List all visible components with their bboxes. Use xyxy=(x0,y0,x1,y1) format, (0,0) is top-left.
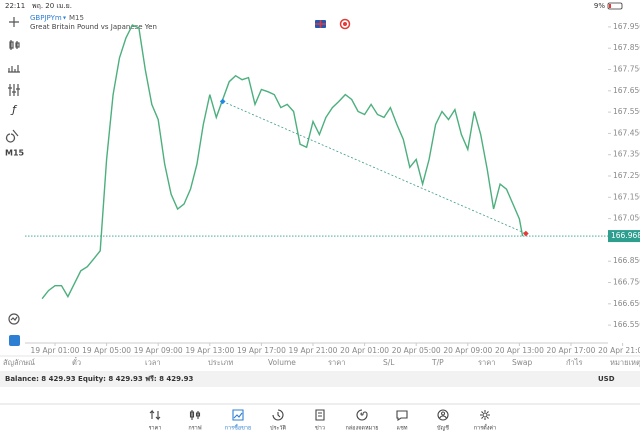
tab-icon[interactable] xyxy=(356,409,368,421)
tab-label[interactable]: ประวัติ xyxy=(270,425,286,432)
column-header: กำไร xyxy=(566,358,583,367)
tab-icon[interactable] xyxy=(272,409,284,421)
tab-label[interactable]: กล่องจดหมาย xyxy=(345,426,378,432)
analytics-icon[interactable] xyxy=(8,313,20,325)
x-tick-label: 19 Apr 21:00 xyxy=(289,346,338,355)
tab-icons[interactable] xyxy=(149,409,490,422)
battery-icon xyxy=(607,2,623,10)
account-currency: USD xyxy=(598,375,615,383)
x-tick-label: 19 Apr 09:00 xyxy=(134,346,183,355)
y-tick-label: 166.850 xyxy=(613,256,640,265)
tab-label[interactable]: กราฟ xyxy=(188,425,201,432)
column-header: เวลา xyxy=(145,358,161,367)
x-tick-label: 19 Apr 13:00 xyxy=(185,346,234,355)
timeframe[interactable]: M15 xyxy=(5,149,25,158)
x-tick-label: 20 Apr 01:00 xyxy=(340,346,389,355)
flag-jpy-dot xyxy=(343,22,347,26)
crosshair-icon[interactable] xyxy=(9,17,19,27)
x-tick-label: 20 Apr 21:00 xyxy=(598,346,640,355)
tab-label[interactable]: การซื้อขาย xyxy=(225,424,251,432)
y-tick-label: 166.750 xyxy=(613,278,640,287)
status-date: พฤ. 20 เม.ย. xyxy=(32,2,72,10)
x-tick-label: 19 Apr 17:00 xyxy=(237,346,286,355)
x-tick-label: 20 Apr 17:00 xyxy=(547,346,596,355)
y-tick-label: 167.750 xyxy=(613,65,640,74)
column-header: ประเภท xyxy=(208,358,233,367)
symbol[interactable]: GBPJPYm xyxy=(30,14,62,22)
y-tick-label: 166.550 xyxy=(613,320,640,329)
tab-icon[interactable] xyxy=(232,409,244,421)
account-bar xyxy=(0,371,640,387)
trend-line xyxy=(222,101,527,234)
tab-icon[interactable] xyxy=(315,409,325,421)
x-tick-label: 20 Apr 09:00 xyxy=(443,346,492,355)
tab-label[interactable]: ราคา xyxy=(149,426,162,432)
tab-label[interactable]: ข่าว xyxy=(315,426,325,432)
tab-icon[interactable] xyxy=(189,410,201,420)
column-header: ราคา xyxy=(328,358,345,367)
column-header: สัญลักษณ์ xyxy=(3,358,35,367)
tab-icon[interactable] xyxy=(149,409,161,421)
chart-subtitle: Great Britain Pound vs Japanese Yen xyxy=(30,23,157,31)
y-tick-label: 167.650 xyxy=(613,86,640,95)
tab-label[interactable]: บัญชี xyxy=(437,425,449,432)
chart-type-icon[interactable] xyxy=(9,40,20,50)
tab-icon[interactable] xyxy=(396,410,408,422)
tab-label[interactable]: การตั้งค่า xyxy=(474,424,496,432)
indicators-icon[interactable] xyxy=(8,84,20,96)
column-header: หมายเหตุ xyxy=(610,358,640,367)
account-summary: Balance: 8 429.93 Equity: 8 429.93 ฟรี: … xyxy=(5,375,194,383)
column-header: Swap xyxy=(512,358,532,367)
column-header: S/L xyxy=(383,358,395,367)
symbol-dropdown[interactable]: ▾ xyxy=(63,15,66,22)
x-tick-label: 19 Apr 05:00 xyxy=(82,346,131,355)
x-tick-label: 20 Apr 13:00 xyxy=(495,346,544,355)
tab-icon[interactable] xyxy=(480,410,490,420)
y-tick-label: 167.350 xyxy=(613,150,640,159)
price-label: 166.968 xyxy=(611,231,640,240)
x-tick-label: 20 Apr 05:00 xyxy=(392,346,441,355)
trend-start xyxy=(219,98,226,105)
battery: 9% xyxy=(594,2,605,10)
column-header: Volume xyxy=(268,358,296,367)
y-tick-label: 167.050 xyxy=(613,214,640,223)
chart-timeframe: M15 xyxy=(69,14,84,22)
column-header: ตั๋ว xyxy=(72,357,81,367)
y-tick-label: 167.150 xyxy=(613,192,640,201)
shapes-icon[interactable] xyxy=(5,129,19,143)
tab-label[interactable]: แชท xyxy=(397,425,408,432)
objects-icon[interactable]: ƒ xyxy=(10,103,18,116)
column-header: ราคา xyxy=(478,358,495,367)
status-time: 22:11 xyxy=(5,2,25,10)
y-tick-label: 167.550 xyxy=(613,107,640,116)
y-tick-label: 167.850 xyxy=(613,43,640,52)
left-toolbar[interactable]: ƒ xyxy=(5,17,20,346)
y-tick-label: 167.450 xyxy=(613,128,640,137)
x-tick-label: 19 Apr 01:00 xyxy=(31,346,80,355)
trend-end xyxy=(523,230,529,237)
price-line xyxy=(41,24,524,300)
price-label-bg xyxy=(608,230,640,243)
volume-icon[interactable] xyxy=(8,65,20,73)
y-tick-label: 167.950 xyxy=(613,22,640,31)
tab-icon[interactable] xyxy=(437,409,449,421)
y-tick-label: 167.250 xyxy=(613,171,640,180)
battery-level xyxy=(609,4,611,8)
flag-cross xyxy=(315,20,326,28)
y-tick-label: 166.650 xyxy=(613,299,640,308)
column-header: T/P xyxy=(431,358,444,367)
app-icon[interactable] xyxy=(9,335,20,346)
